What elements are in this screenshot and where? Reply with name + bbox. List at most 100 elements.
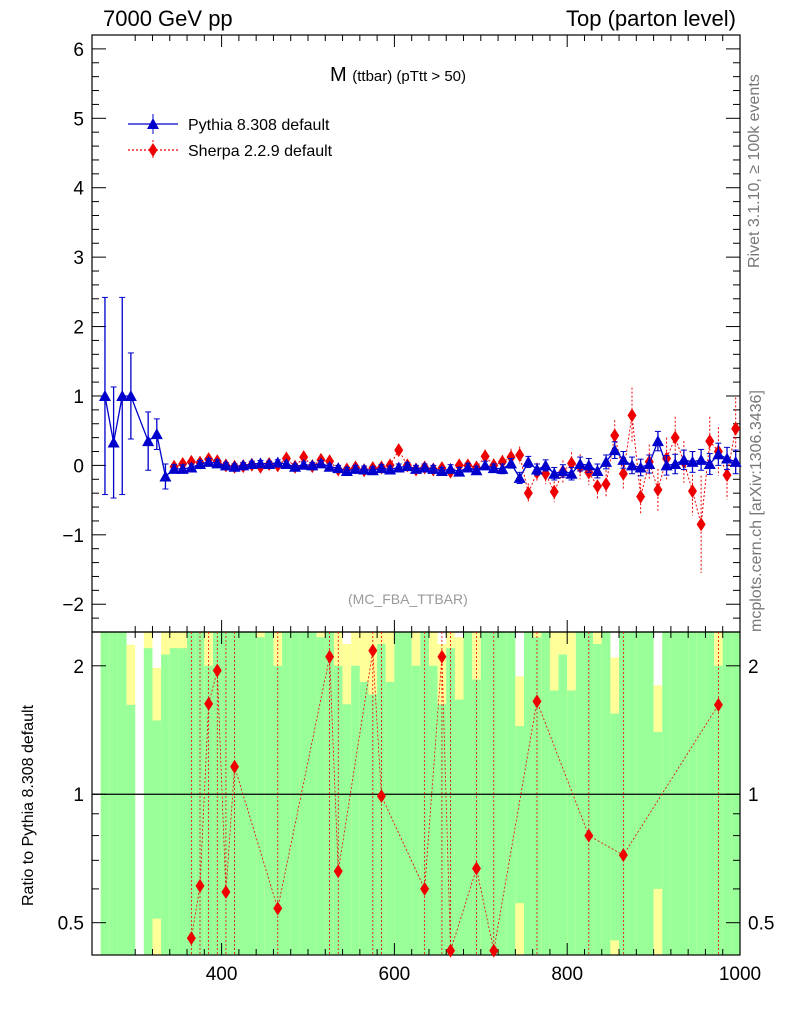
pythia-point [660, 459, 673, 471]
band-1sigma [480, 632, 490, 955]
band-1sigma [256, 637, 265, 955]
pythia-point [444, 462, 457, 474]
pythia-point [245, 458, 258, 470]
band-1sigma [644, 632, 654, 955]
sherpa-point [618, 466, 628, 481]
y-tick-label: 1 [73, 387, 84, 408]
sherpa-point [610, 428, 620, 443]
pythia-point [712, 448, 725, 460]
title-main: M [330, 64, 347, 86]
ratio-sherpa-point [333, 864, 343, 879]
ratio-sherpa-point [204, 696, 214, 711]
pythia-point [496, 462, 509, 474]
pythia-point [98, 389, 111, 401]
pythia-point [237, 459, 250, 471]
sherpa-point [705, 434, 715, 449]
band-1sigma [610, 713, 620, 941]
ratio-y-tick-label: 1 [73, 785, 84, 806]
band-1sigma [394, 632, 404, 955]
sherpa-point [394, 443, 404, 458]
ratio-plot-frame [91, 631, 741, 956]
band-1sigma [100, 632, 110, 955]
pythia-point [323, 460, 336, 472]
band-1sigma [506, 632, 516, 955]
band-1sigma [161, 654, 170, 955]
y-tick-label: 6 [73, 40, 84, 61]
pythia-point [461, 461, 474, 473]
band-1sigma [411, 665, 421, 955]
y-tick-label: −1 [62, 526, 84, 547]
y-tick-label: −2 [62, 595, 84, 616]
pythia-point [453, 465, 466, 477]
pythia-point [600, 455, 613, 467]
pythia-point [150, 428, 163, 440]
x-tick-label: 1000 [719, 964, 761, 985]
header-left: 7000 GeV pp [103, 6, 233, 31]
pythia-point [435, 464, 448, 476]
pythia-point [280, 458, 293, 470]
band-1sigma [308, 632, 317, 955]
sherpa-point [670, 430, 680, 445]
ratio-sherpa-line [190, 650, 719, 951]
band-1sigma [282, 632, 291, 955]
pythia-point [176, 462, 189, 474]
pythia-point [228, 460, 241, 472]
sherpa-point [515, 447, 525, 462]
pythia-point [522, 455, 535, 467]
band-1sigma [385, 681, 395, 955]
band-1sigma [636, 632, 645, 955]
pythia-point [591, 464, 604, 476]
band-1sigma [696, 632, 706, 955]
sherpa-point [454, 458, 464, 473]
pythia-point [643, 458, 656, 470]
band-1sigma [463, 632, 473, 955]
band-1sigma [688, 632, 697, 955]
pythia-point [513, 471, 526, 483]
pythia-point [271, 456, 284, 468]
pythia-point [289, 460, 302, 472]
ratio-sherpa-point [186, 931, 196, 946]
pythia-point [375, 462, 388, 474]
band-1sigma [117, 632, 127, 955]
pythia-point [410, 462, 422, 474]
band-1sigma [670, 632, 680, 955]
band-1sigma [290, 632, 300, 955]
pythia-point [487, 462, 500, 474]
band-1sigma [524, 632, 533, 955]
pythia-point [263, 458, 276, 470]
pythia-point [548, 467, 561, 479]
band-1sigma [126, 704, 136, 955]
pythia-point [340, 464, 353, 476]
pythia-point [608, 444, 621, 456]
y-tick-label: 5 [73, 109, 84, 130]
ratio-y-tick-label: 0.5 [748, 914, 774, 935]
pythia-point [185, 461, 198, 473]
ratio-y-tick-label: 1 [748, 785, 759, 806]
pythia-point [729, 455, 742, 467]
pythia-point [651, 435, 664, 447]
legend-marker [147, 118, 159, 129]
pythia-point [384, 463, 397, 475]
pythia-point [202, 455, 215, 467]
ratio-series-sherpa [186, 632, 723, 958]
ratio-sherpa-point [446, 943, 456, 958]
sherpa-point [299, 450, 309, 465]
y-tick-label: 0 [73, 456, 84, 477]
pythia-point [142, 435, 155, 447]
sherpa-point [696, 517, 706, 532]
pythia-point [695, 453, 708, 465]
pythia-point [703, 458, 716, 470]
sherpa-point [731, 421, 741, 436]
sherpa-point [523, 486, 533, 501]
sherpa-point [722, 468, 732, 483]
ratio-sherpa-point [437, 649, 447, 664]
pythia-point [479, 459, 492, 471]
ratio-sherpa-point [195, 878, 205, 893]
band-1sigma [731, 632, 740, 955]
band-1sigma [498, 632, 507, 955]
band-1sigma [333, 665, 343, 955]
band-1sigma [662, 632, 671, 955]
band-1sigma [601, 632, 611, 955]
pythia-point [634, 461, 647, 473]
band-1sigma [316, 637, 326, 955]
